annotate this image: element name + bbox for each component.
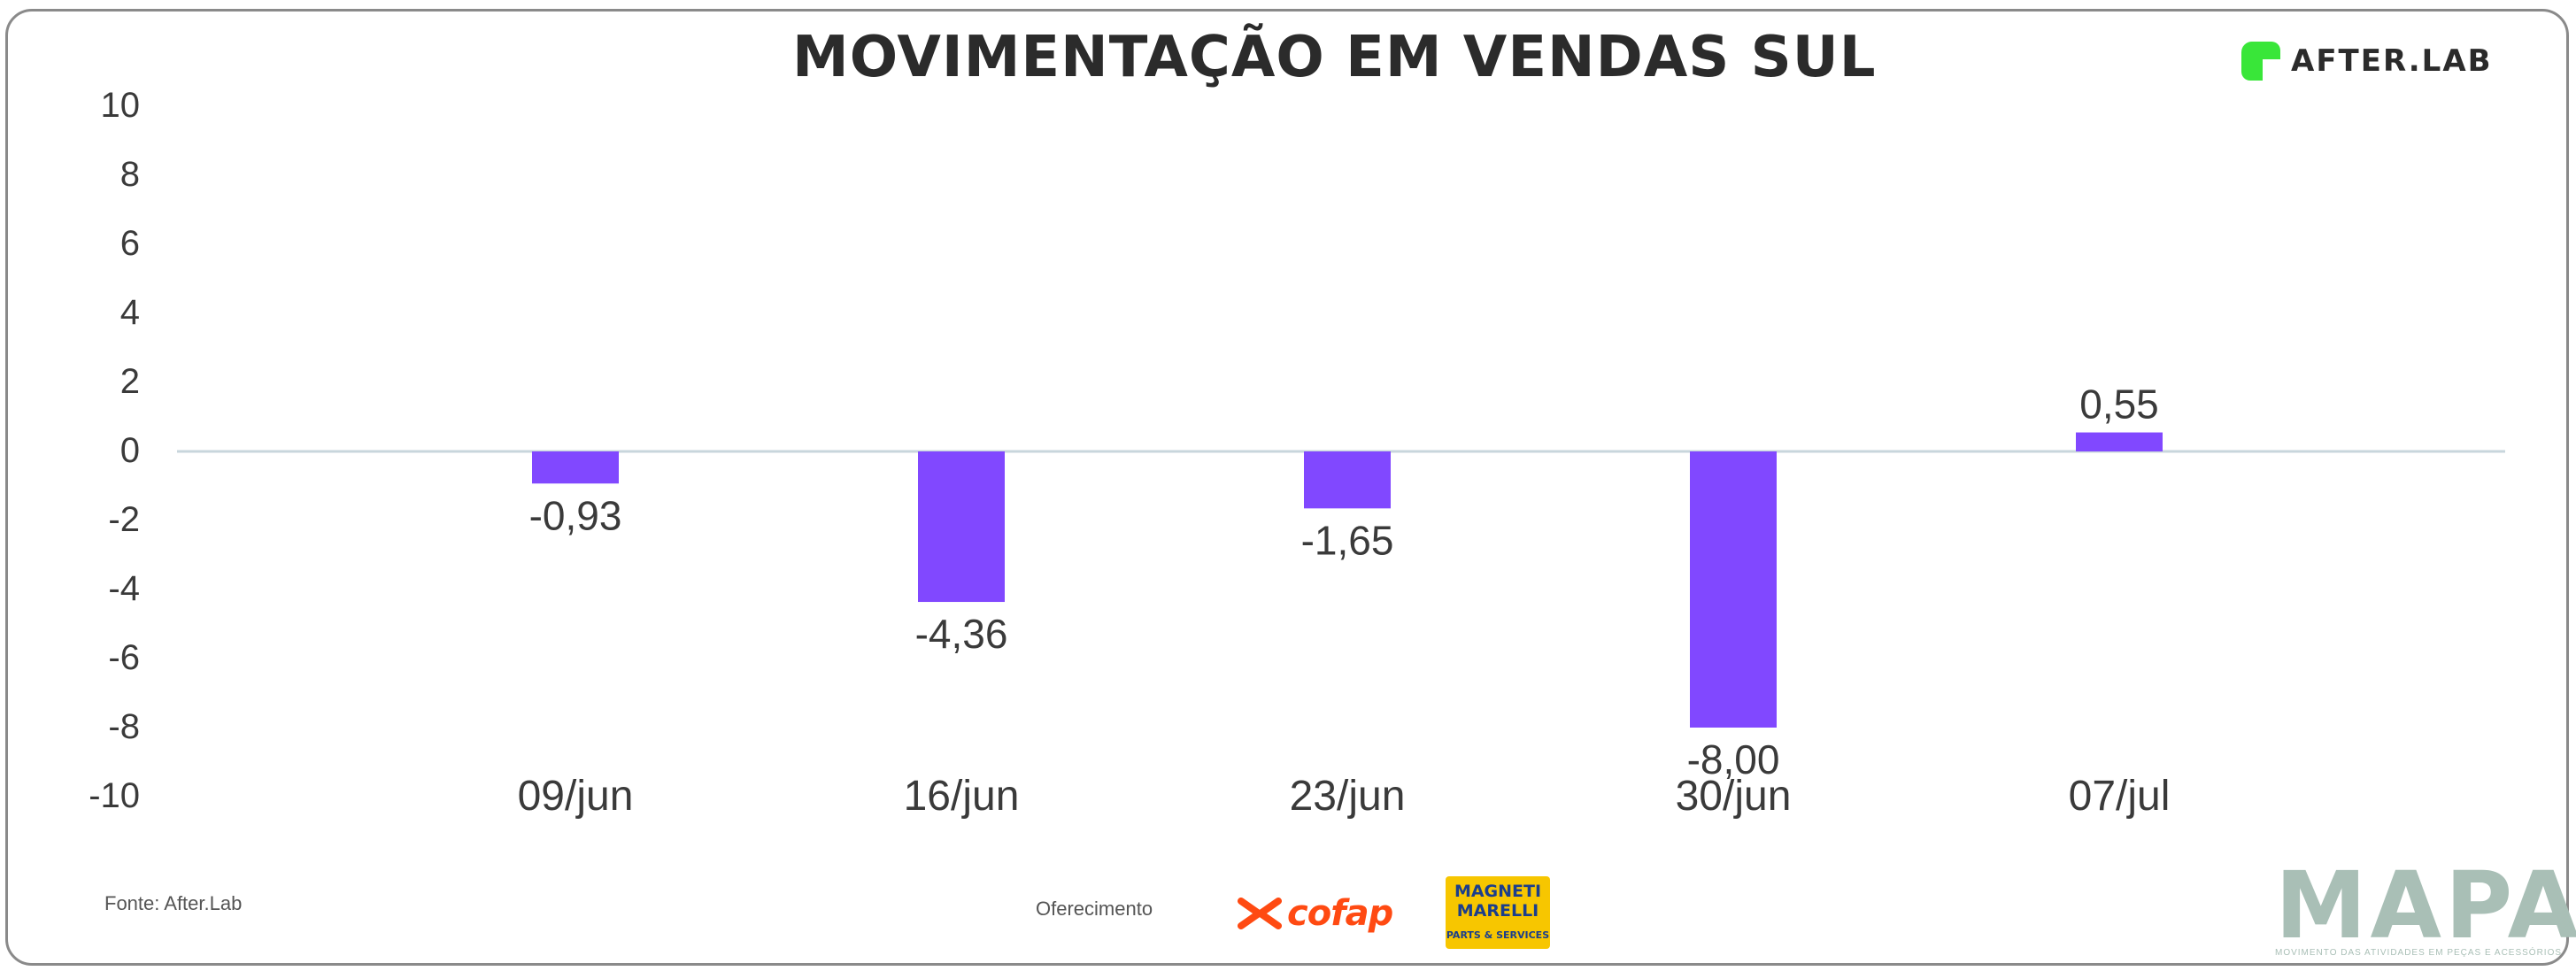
x-category-label: 07/jul — [2069, 773, 2171, 820]
bar — [1690, 451, 1777, 728]
y-tick-label: 0 — [120, 431, 140, 470]
y-tick-label: 10 — [101, 86, 141, 125]
brand-mark-icon — [2241, 42, 2280, 81]
bar-chart: 10 8 6 4 2 0 -2 -4 -6 -8 -10 -0,93 09/jun -4,36 16/jun… — [89, 86, 2505, 820]
y-tick-label: 8 — [120, 155, 140, 194]
y-tick-label: 4 — [120, 293, 140, 332]
data-label: 0,55 — [2079, 381, 2159, 428]
bar — [918, 451, 1005, 603]
x-category-label: 09/jun — [518, 773, 634, 820]
x-category-label: 23/jun — [1290, 773, 1406, 820]
mapa-wordmark: MAPA — [2275, 852, 2576, 959]
cofap-logo: cofap — [1238, 893, 1393, 934]
magneti-marelli-logo: MAGNETI MARELLI PARTS & SERVICES — [1446, 876, 1550, 949]
chart-title: MOVIMENTAÇÃO EM VENDAS SUL — [792, 25, 1877, 90]
bar — [532, 451, 619, 484]
y-tick-label: -10 — [89, 776, 140, 815]
source-note: Fonte: After.Lab — [104, 892, 243, 914]
data-label: -1,65 — [1301, 517, 1394, 563]
marelli-wordmark: MAGNETI MARELLI — [1454, 882, 1542, 921]
brand-logo: AFTER.LAB — [2241, 37, 2493, 85]
y-tick-label: -2 — [108, 500, 140, 539]
y-tick-label: 2 — [120, 362, 140, 401]
bar — [1304, 451, 1391, 509]
y-tick-label: 6 — [120, 224, 140, 263]
cofap-wordmark: cofap — [1287, 893, 1393, 934]
mapa-tagline: MOVIMENTO DAS ATIVIDADES EM PEÇAS E ACES… — [2275, 948, 2563, 958]
y-tick-label: -6 — [108, 638, 140, 677]
data-label: -0,93 — [529, 492, 622, 538]
brand-name: AFTER.LAB — [2291, 43, 2493, 79]
marelli-subtitle: PARTS & SERVICES — [1446, 929, 1550, 941]
y-tick-label: -4 — [108, 569, 140, 608]
x-category-label: 16/jun — [904, 773, 1020, 820]
y-tick-label: -8 — [108, 707, 140, 746]
data-label: -4,36 — [915, 611, 1008, 657]
chart-frame — [5, 9, 2569, 966]
x-category-label: 30/jun — [1676, 773, 1792, 820]
cofap-mark-icon — [1238, 898, 1282, 929]
mapa-logo: MAPA MOVIMENTO DAS ATIVIDADES EM PEÇAS E… — [2275, 852, 2576, 959]
data-label: -8,00 — [1687, 736, 1780, 782]
sponsor-label: Oferecimento — [1036, 898, 1153, 920]
bar — [2076, 432, 2163, 451]
